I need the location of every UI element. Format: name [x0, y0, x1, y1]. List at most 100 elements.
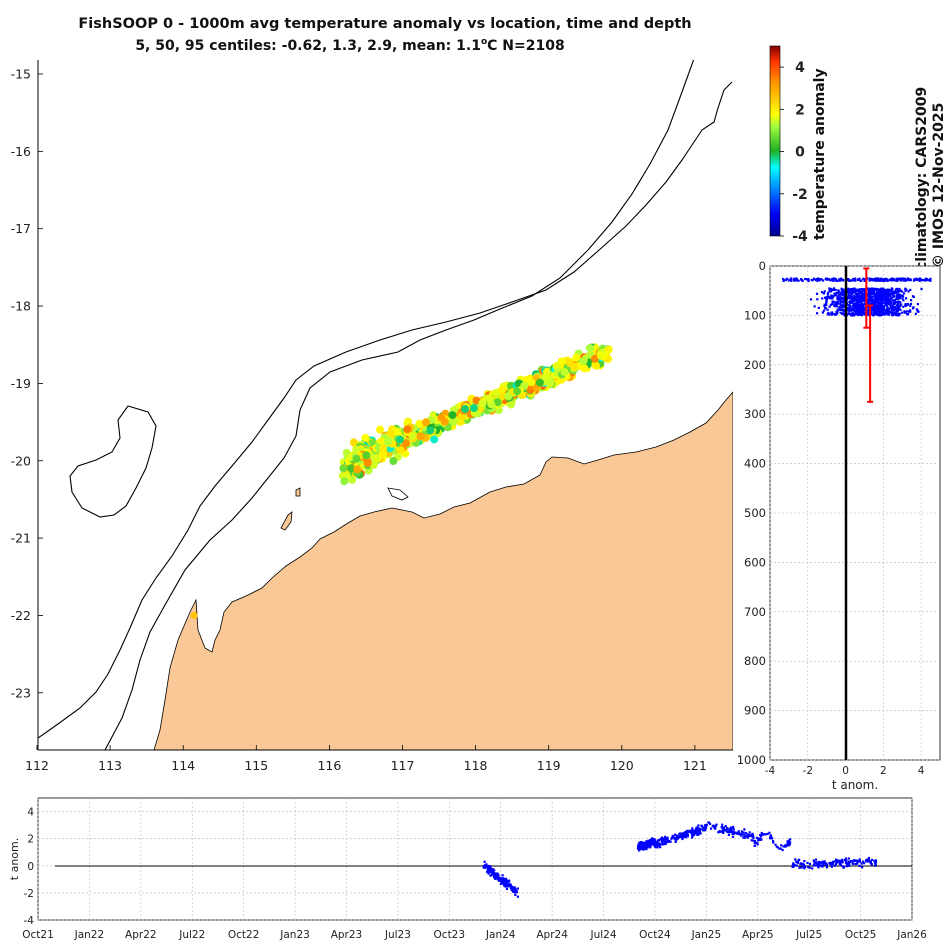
depth-point: [882, 287, 885, 290]
depth-point: [897, 300, 900, 303]
time-point: [639, 846, 643, 849]
depth-point: [840, 298, 843, 301]
time-point: [485, 866, 488, 869]
depth-y-tick-label: 100: [744, 308, 766, 322]
time-point: [722, 826, 725, 829]
depth-point: [837, 302, 840, 305]
map-x-tick-label: 114: [171, 758, 195, 773]
land-mass: [153, 391, 733, 750]
time-point: [815, 864, 818, 867]
time-point: [871, 858, 874, 861]
depth-point: [828, 313, 831, 316]
depth-point: [862, 277, 865, 280]
time-point: [832, 860, 835, 863]
depth-point: [878, 308, 881, 312]
time-point: [638, 849, 641, 852]
depth-point: [858, 310, 861, 313]
depth-point: [793, 279, 796, 282]
time-point: [654, 843, 657, 846]
depth-point: [895, 314, 898, 317]
time-point: [646, 846, 649, 849]
time-point: [642, 845, 645, 848]
time-point: [673, 833, 677, 836]
depth-point: [831, 278, 834, 281]
time-point: [707, 821, 711, 824]
depth-point: [898, 306, 901, 310]
depth-point: [826, 313, 829, 316]
depth-point: [872, 279, 875, 282]
depth-point: [881, 293, 884, 296]
time-point: [730, 831, 733, 834]
depth-point: [848, 279, 851, 282]
time-point: [700, 824, 703, 827]
time-point: [819, 864, 822, 867]
depth-point: [880, 293, 883, 296]
depth-point: [858, 277, 861, 280]
time-point: [715, 823, 718, 826]
time-point: [843, 859, 846, 862]
time-point: [712, 824, 715, 827]
depth-point: [860, 310, 863, 313]
time-point: [803, 867, 806, 870]
time-point: [829, 862, 832, 865]
depth-point: [855, 293, 858, 296]
depth-point: [894, 292, 897, 295]
depth-point: [884, 296, 887, 299]
depth-point: [809, 298, 813, 301]
time-point: [493, 869, 496, 872]
depth-x-tick-label: -4: [765, 765, 776, 777]
time-point: [654, 846, 657, 849]
depth-point: [920, 278, 923, 281]
depth-point: [848, 289, 852, 292]
depth-point: [833, 292, 836, 295]
time-point: [844, 857, 847, 860]
depth-point: [900, 294, 903, 297]
time-point: [660, 836, 663, 839]
depth-point: [834, 277, 837, 281]
time-point: [800, 866, 803, 869]
time-point: [497, 874, 500, 877]
map-point: [566, 359, 574, 368]
map-data-points: [190, 343, 613, 619]
depth-point: [855, 299, 858, 302]
time-y-ticks: 4 2 0 -2 -4: [24, 807, 35, 927]
time-point: [658, 839, 661, 842]
time-point: [499, 882, 502, 885]
time-point: [874, 864, 877, 867]
depth-point: [884, 304, 887, 307]
time-point: [648, 843, 652, 846]
depth-point: [842, 303, 845, 306]
depth-point: [893, 301, 896, 304]
depth-point: [902, 292, 906, 295]
time-point: [697, 830, 700, 833]
time-point: [640, 841, 643, 844]
depth-point: [891, 291, 894, 295]
map-panel: 112 113 114 115 116 117 118 119 120 121 -15 -16 -17…: [11, 60, 733, 773]
depth-point: [873, 297, 877, 300]
time-point: [492, 873, 495, 876]
time-point: [660, 837, 663, 841]
depth-point: [864, 303, 867, 306]
depth-y-tick-label: 600: [744, 555, 766, 569]
depth-point: [841, 312, 844, 315]
depth-point: [920, 287, 923, 291]
depth-point: [852, 303, 855, 306]
depth-point: [848, 290, 851, 293]
map-point: [340, 477, 349, 486]
depth-point: [907, 313, 910, 316]
time-point: [694, 832, 697, 835]
depth-point: [836, 296, 839, 300]
time-point: [742, 836, 745, 839]
depth-point: [854, 291, 857, 294]
depth-point: [857, 308, 860, 311]
depth-point: [860, 300, 863, 304]
depth-point: [907, 290, 910, 293]
depth-point: [861, 296, 865, 299]
depth-point: [820, 291, 824, 294]
title-stats: 5, 50, 95 centiles: -0.62, 1.3, 2.9, mea…: [135, 38, 481, 54]
time-point: [769, 835, 772, 838]
time-point: [691, 827, 694, 830]
depth-point: [875, 293, 878, 296]
colorbar-tick-label: 0: [795, 145, 805, 161]
time-point: [516, 895, 519, 898]
